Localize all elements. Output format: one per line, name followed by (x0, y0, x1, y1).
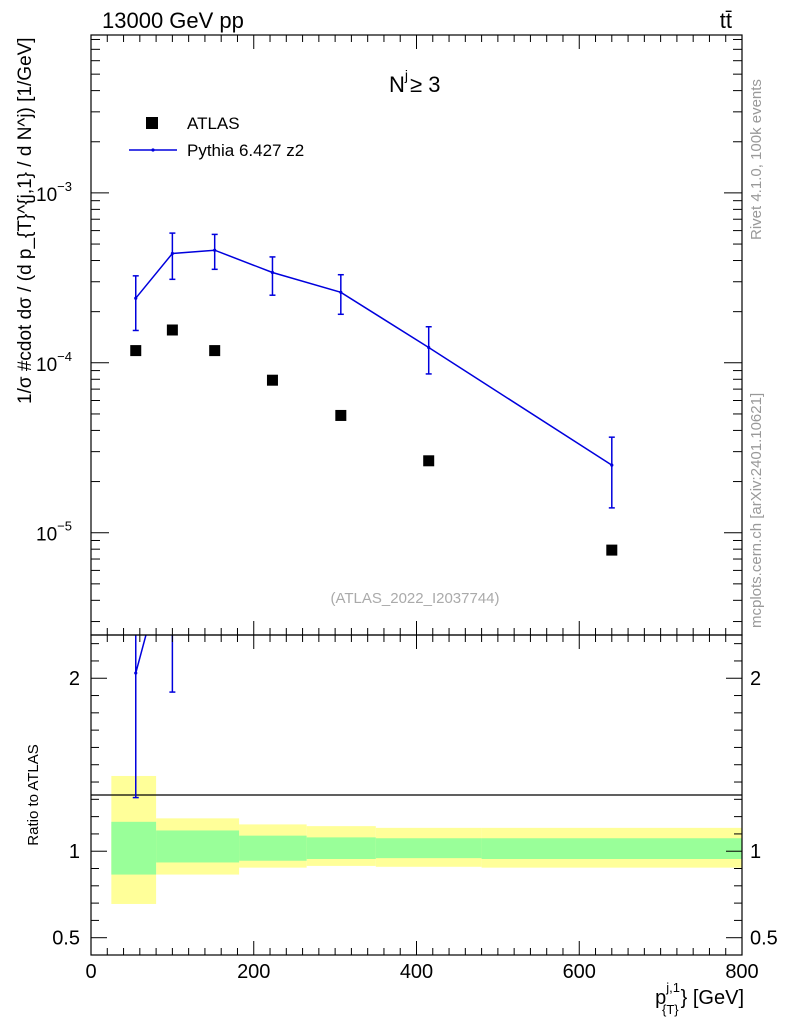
pythia-data-point (339, 290, 343, 294)
ratio-y-tick-label-right: 1 (750, 841, 761, 863)
main-y-tick-exponent: −3 (57, 179, 72, 194)
main-y-tick-labels: 10−310−410−5 (36, 179, 72, 546)
pythia-data-point (270, 270, 275, 275)
ratio-data-layer (132, 535, 176, 799)
panel-title-main: N (389, 72, 405, 97)
analysis-watermark: (ATLAS_2022_I2037744) (330, 590, 499, 607)
ratio-stat-band (111, 821, 157, 875)
ratio-axis-ticks (90, 635, 743, 955)
legend-pythia-label: Pythia 6.427 z2 (187, 141, 304, 160)
x-axis-title-main: p (655, 987, 666, 1009)
x-axis-title: pj,1 {T}} [GeV] (655, 980, 744, 1017)
ratio-stat-band (306, 837, 376, 859)
atlas-data-point (166, 324, 178, 336)
ratio-stat-band (239, 835, 307, 861)
main-axis-ticks (90, 35, 743, 635)
atlas-data-point (209, 345, 221, 357)
pythia-line (135, 249, 613, 466)
legend: ATLAS Pythia 6.427 z2 (129, 114, 304, 160)
main-data-layer (130, 232, 618, 556)
ratio-y-axis-title: Ratio to ATLAS (25, 744, 42, 845)
atlas-data-point (266, 374, 278, 386)
pythia-data-point (134, 296, 138, 300)
main-y-tick-base: 10 (36, 185, 57, 206)
ratio-tick-labels: 0.5 0.5 1 1 2 2 0 200 400 600 800 (52, 668, 778, 983)
energy-label: 13000 GeV pp (102, 8, 244, 33)
ratio-bands-layer (111, 775, 742, 904)
ratio-pythia-point (171, 535, 174, 538)
x-tick-label: 800 (725, 961, 758, 983)
atlas-data-point (606, 544, 618, 556)
ratio-pythia-point (134, 671, 138, 675)
atlas-data-point (335, 409, 347, 421)
pythia-data-point (170, 251, 174, 256)
atlas-data-point (130, 345, 142, 357)
x-tick-label: 0 (85, 961, 96, 983)
x-tick-label: 600 (563, 961, 596, 983)
x-axis-title-units: } [GeV] (681, 987, 744, 1009)
pythia-data-point (610, 463, 614, 467)
ratio-panel: 0.5 0.5 1 1 2 2 0 200 400 600 800 (52, 535, 778, 983)
main-y-tick-label: 10−3 (36, 179, 72, 206)
panel-title: Nj≥ 3 (389, 67, 440, 97)
ratio-stat-band (481, 838, 742, 859)
main-panel: 10−310−410−5 Nj≥ 3 ATLAS Pythia 6.427 z2… (36, 34, 743, 636)
atlas-data-point (423, 455, 435, 467)
legend-pythia-dot (151, 148, 155, 152)
main-y-tick-base: 10 (36, 355, 57, 376)
panel-title-sup: j (404, 67, 408, 83)
main-y-tick-exponent: −4 (57, 349, 72, 364)
x-tick-label: 400 (400, 961, 433, 983)
x-axis-title-sup: j,1 (665, 980, 680, 995)
x-axis-title-sub: {T} (662, 1002, 679, 1017)
ratio-stat-band (156, 830, 240, 863)
panel-title-rest: ≥ 3 (410, 72, 440, 97)
ratio-y-tick-label-left: 2 (69, 668, 80, 690)
main-y-tick-label: 10−4 (36, 349, 72, 376)
mcplots-label: mcplots.cern.ch [arXiv:2401.10621] (748, 393, 765, 628)
main-y-tick-exponent: −5 (57, 519, 72, 534)
rivet-label: Rivet 4.1.0, 100k events (748, 79, 765, 240)
main-y-tick-label: 10−5 (36, 519, 72, 546)
main-y-tick-base: 10 (36, 525, 57, 546)
pythia-data-point (427, 345, 431, 350)
ratio-y-tick-label-right: 2 (750, 668, 761, 690)
ratio-pythia-line (135, 635, 147, 674)
ratio-y-tick-label-right: 0.5 (750, 928, 778, 950)
ratio-stat-band (375, 838, 482, 859)
pythia-data-point (213, 248, 217, 252)
main-y-axis-title: 1/σ #cdot dσ / (d p_{T}^{j,1} / d N^j) [… (15, 37, 36, 404)
ratio-y-tick-label-left: 1 (69, 841, 80, 863)
x-tick-label: 200 (237, 961, 270, 983)
legend-atlas-label: ATLAS (187, 114, 240, 133)
ratio-y-tick-label-left: 0.5 (52, 928, 80, 950)
legend-atlas-marker (146, 117, 158, 129)
process-label: tt̄ (720, 8, 732, 33)
